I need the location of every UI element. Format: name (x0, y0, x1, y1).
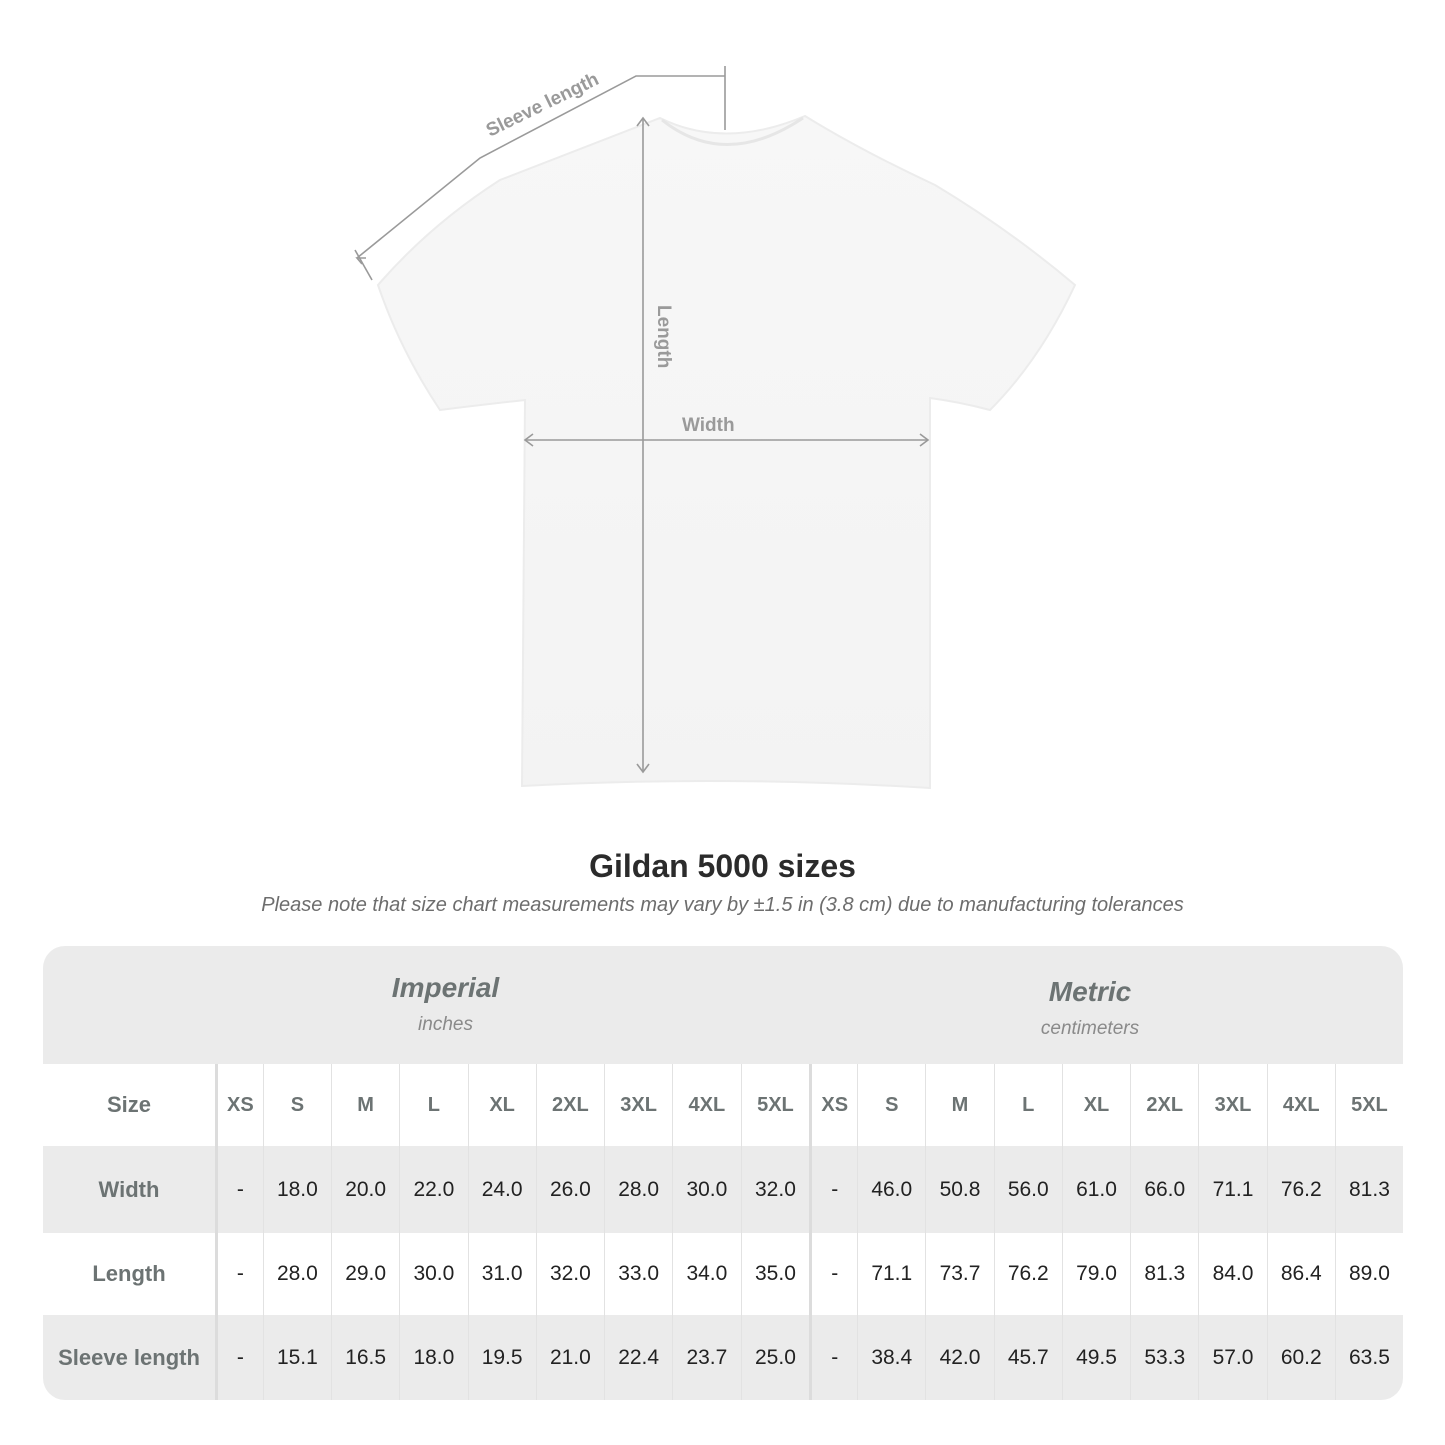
imperial-value: 21.0 (535, 1315, 605, 1400)
imperial-size-5xl: 5XL (740, 1064, 811, 1146)
imperial-value: 23.7 (672, 1315, 741, 1400)
imperial-value: 35.0 (740, 1233, 811, 1315)
metric-value: 42.0 (925, 1315, 995, 1400)
imperial-value: 15.1 (262, 1315, 332, 1400)
imperial-value: 31.0 (467, 1233, 537, 1315)
metric-value: 49.5 (1061, 1315, 1131, 1400)
metric-value: 71.1 (857, 1233, 926, 1315)
imperial-value: 22.0 (399, 1146, 468, 1233)
page-title: Gildan 5000 sizes (589, 848, 856, 884)
imperial-value: - (216, 1146, 264, 1233)
imperial-header: Imperial inches (43, 972, 1093, 1036)
size-chart: Imperial inches Metric centimeters Size X… (43, 946, 1403, 1400)
tshirt-image (376, 114, 1077, 790)
metric-size-s: S (857, 1064, 926, 1146)
metric-size-xs: XS (809, 1064, 858, 1146)
row-label: Width (43, 1146, 218, 1233)
metric-value: 53.3 (1130, 1315, 1199, 1400)
metric-unit: centimeters (1040, 1018, 1140, 1039)
metric-value: 84.0 (1198, 1233, 1268, 1315)
imperial-value: 16.5 (330, 1315, 400, 1400)
metric-value: 71.1 (1198, 1146, 1268, 1233)
imperial-value: 25.0 (740, 1315, 811, 1400)
metric-size-3xl: 3XL (1198, 1064, 1268, 1146)
metric-value: - (809, 1233, 858, 1315)
metric-value: 50.8 (925, 1146, 995, 1233)
table-row: Sleeve length -15.1 16.5 18.0 19.5 21.0 22.4 23… (43, 1315, 1403, 1400)
metric-value: - (809, 1315, 858, 1400)
imperial-value: 24.0 (467, 1146, 537, 1233)
width-label: Width (682, 415, 735, 436)
metric-size-4xl: 4XL (1266, 1064, 1336, 1146)
imperial-value: 33.0 (603, 1233, 673, 1315)
metric-value: - (809, 1146, 858, 1233)
metric-value: 66.0 (1130, 1146, 1199, 1233)
table-row: Width -18.0 20.0 22.0 24.0 26.0 28.0 30.0 32.0-4… (43, 1146, 1403, 1233)
metric-value: 81.3 (1334, 1146, 1403, 1233)
imperial-value: 32.0 (740, 1146, 811, 1233)
size-label: Size (43, 1064, 218, 1146)
imperial-title: Imperial (391, 972, 500, 1003)
imperial-value: 32.0 (535, 1233, 605, 1315)
imperial-value: 34.0 (672, 1233, 741, 1315)
imperial-value: - (216, 1315, 264, 1400)
size-header-row: Size XS S M L XL 2XL 3XL 4XL 5XL XS S M L XL 2XL 3XL 4XL 5… (43, 1064, 1403, 1146)
metric-size-xl: XL (1061, 1064, 1131, 1146)
tshirt-diagram: Sleeve length Length Width (354, 66, 1077, 790)
metric-value: 79.0 (1061, 1233, 1131, 1315)
imperial-value: 28.0 (603, 1146, 673, 1233)
imperial-size-l: L (399, 1064, 468, 1146)
imperial-unit: inches (418, 1014, 473, 1035)
imperial-value: 18.0 (262, 1146, 332, 1233)
imperial-value: 18.0 (399, 1315, 468, 1400)
metric-header: Metric centimeters (810, 976, 1370, 1040)
imperial-value: 22.4 (603, 1315, 673, 1400)
length-label: Length (653, 305, 674, 368)
metric-value: 46.0 (857, 1146, 926, 1233)
metric-value: 57.0 (1198, 1315, 1268, 1400)
metric-size-2xl: 2XL (1130, 1064, 1199, 1146)
metric-value: 81.3 (1130, 1233, 1199, 1315)
metric-value: 56.0 (993, 1146, 1063, 1233)
table-row: Length -28.0 29.0 30.0 31.0 32.0 33.0 34.0 35.0-… (43, 1233, 1403, 1315)
metric-title: Metric (1048, 976, 1132, 1007)
size-table: Size XS S M L XL 2XL 3XL 4XL 5XL XS S M L XL 2XL 3XL 4XL 5… (43, 1064, 1403, 1400)
imperial-value: 26.0 (535, 1146, 605, 1233)
metric-value: 60.2 (1266, 1315, 1336, 1400)
metric-value: 86.4 (1266, 1233, 1336, 1315)
imperial-value: 19.5 (467, 1315, 537, 1400)
imperial-value: 29.0 (330, 1233, 400, 1315)
metric-value: 63.5 (1334, 1315, 1403, 1400)
metric-value: 73.7 (925, 1233, 995, 1315)
imperial-size-xl: XL (467, 1064, 537, 1146)
imperial-value: 20.0 (330, 1146, 400, 1233)
row-label: Sleeve length (43, 1315, 218, 1400)
metric-value: 89.0 (1334, 1233, 1403, 1315)
imperial-value: - (216, 1233, 264, 1315)
imperial-value: 30.0 (399, 1233, 468, 1315)
imperial-size-4xl: 4XL (672, 1064, 741, 1146)
metric-value: 61.0 (1061, 1146, 1131, 1233)
metric-value: 76.2 (993, 1233, 1063, 1315)
sleeve-length-label: Sleeve length (483, 69, 602, 142)
imperial-size-s: S (262, 1064, 332, 1146)
metric-size-5xl: 5XL (1334, 1064, 1403, 1146)
row-label: Length (43, 1233, 218, 1315)
metric-value: 38.4 (857, 1315, 926, 1400)
metric-value: 76.2 (1266, 1146, 1336, 1233)
imperial-value: 30.0 (672, 1146, 741, 1233)
imperial-size-2xl: 2XL (535, 1064, 605, 1146)
metric-value: 45.7 (993, 1315, 1063, 1400)
metric-size-l: L (993, 1064, 1063, 1146)
imperial-size-xs: XS (216, 1064, 264, 1146)
imperial-size-m: M (330, 1064, 400, 1146)
imperial-size-3xl: 3XL (603, 1064, 673, 1146)
tolerance-note: Please note that size chart measurements… (261, 894, 1184, 916)
imperial-value: 28.0 (262, 1233, 332, 1315)
unit-header (43, 946, 1403, 1064)
metric-size-m: M (925, 1064, 995, 1146)
